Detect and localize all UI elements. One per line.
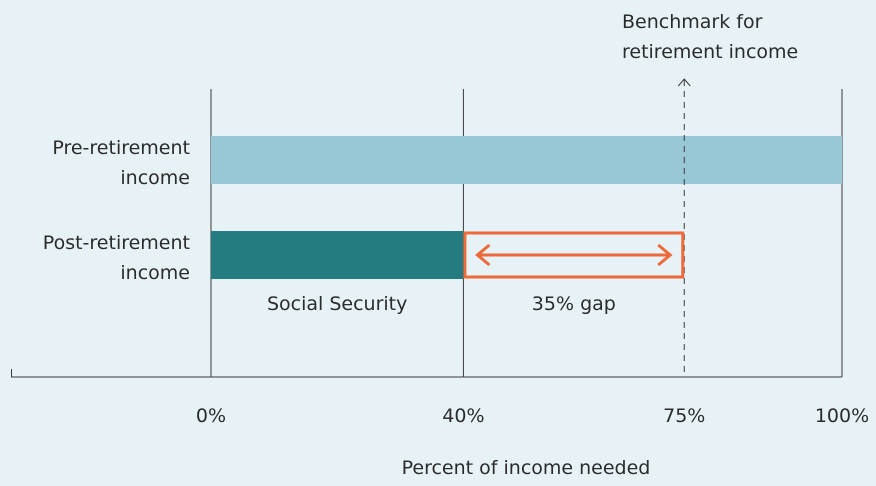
arrow-right-icon	[657, 243, 673, 267]
category-label: Pre-retirement	[52, 137, 190, 159]
segment-label: Social Security	[267, 293, 407, 315]
x-axis: 0% 40% 75% 100%	[11, 369, 869, 427]
annotations: Benchmark for retirement income 35% gap Soc…	[267, 11, 798, 377]
x-axis-title: Percent of income needed	[402, 457, 651, 479]
category-labels: Pre-retirement income Post-retirement incom…	[43, 137, 190, 284]
category-label: income	[120, 167, 190, 189]
gap-label: 35% gap	[532, 293, 616, 315]
benchmark-arrow-icon	[677, 78, 691, 87]
bars	[211, 136, 842, 279]
benchmark-label: Benchmark for	[622, 11, 763, 33]
arrow-left-icon	[475, 243, 491, 267]
x-tick-label: 40%	[442, 405, 484, 427]
category-label: Post-retirement	[43, 232, 190, 254]
x-tick-label: 0%	[196, 405, 226, 427]
gap-box	[463, 231, 685, 279]
bar	[211, 136, 842, 184]
category-label: income	[120, 262, 190, 284]
benchmark-label: retirement income	[622, 41, 798, 63]
bar	[211, 231, 464, 279]
x-tick-label: 100%	[815, 405, 869, 427]
x-tick-label: 75%	[663, 405, 705, 427]
